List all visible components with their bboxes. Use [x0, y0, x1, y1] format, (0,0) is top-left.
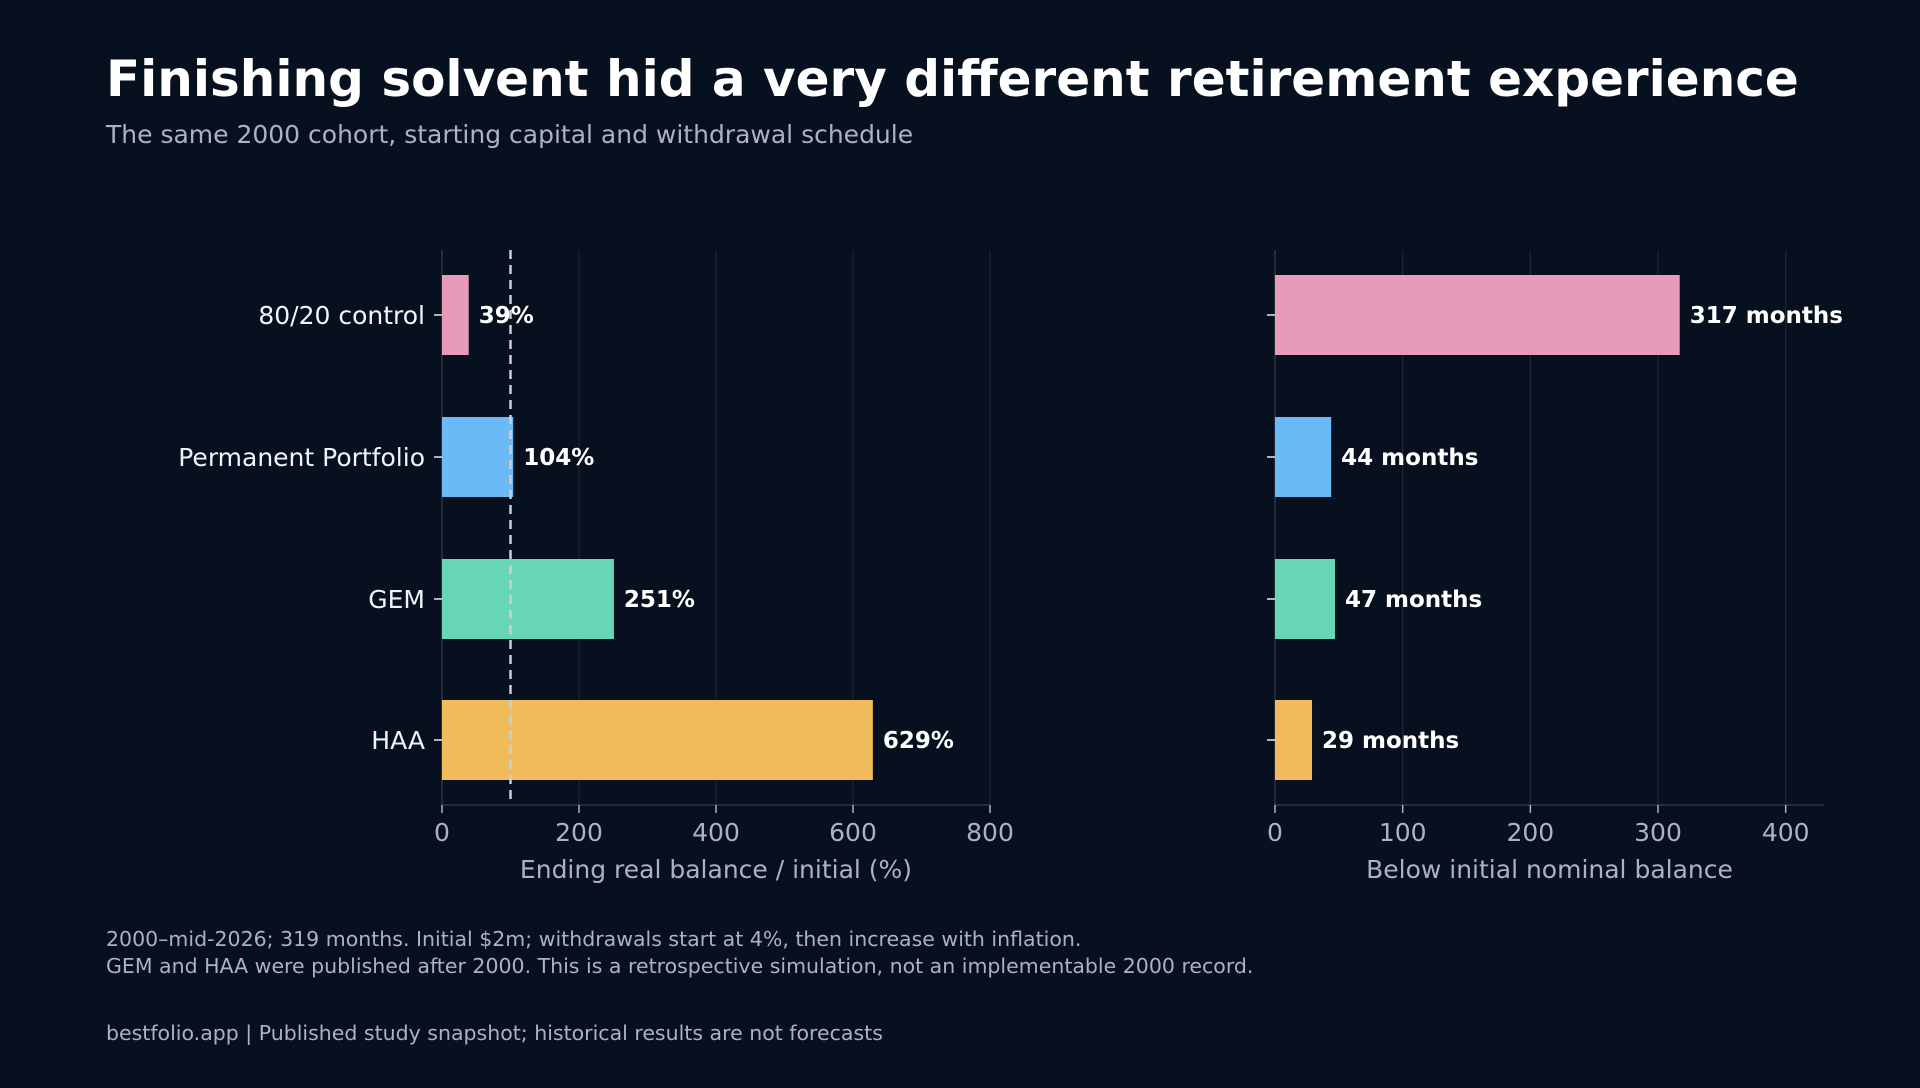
data-label-1: 39% — [479, 303, 534, 329]
data-label-3: 251% — [624, 587, 695, 613]
x-tick-label-1: 200 — [555, 818, 603, 847]
bar-3 — [1275, 559, 1336, 639]
x-tick-label-4: 800 — [966, 818, 1014, 847]
bar-2 — [442, 417, 514, 497]
bar-1 — [1275, 275, 1680, 355]
x-tick-label-3: 300 — [1634, 818, 1682, 847]
x-tick-label-0: 0 — [1267, 818, 1283, 847]
source-footer: bestfolio.app | Published study snapshot… — [106, 1021, 883, 1045]
x-tick-label-2: 400 — [692, 818, 740, 847]
category-label-3: GEM — [368, 585, 425, 614]
x-tick-label-4: 400 — [1762, 818, 1810, 847]
bar-4 — [442, 700, 873, 780]
footnote-line-2: GEM and HAA were published after 2000. T… — [106, 954, 1254, 978]
x-tick-label-2: 200 — [1506, 818, 1554, 847]
category-label-1: 80/20 control — [258, 301, 425, 330]
bar-4 — [1275, 700, 1313, 780]
data-label-2: 44 months — [1341, 445, 1478, 471]
chart-months-below: 317 months 44 months 47 months 29 months 0 10… — [1267, 250, 1843, 884]
bar-3 — [442, 559, 614, 639]
data-label-3: 47 months — [1345, 587, 1482, 613]
x-tick-label-1: 100 — [1379, 818, 1427, 847]
data-label-1: 317 months — [1690, 303, 1843, 329]
chart-ending-balance: 80/20 control 39% Permanent Portfolio 104% G… — [178, 250, 1014, 884]
page-title: Finishing solvent hid a very different r… — [106, 50, 1799, 108]
x-axis-label: Ending real balance / initial (%) — [520, 855, 912, 884]
x-axis-label: Below initial nominal balance — [1366, 855, 1733, 884]
data-label-2: 104% — [523, 445, 594, 471]
data-label-4: 629% — [883, 728, 954, 754]
page-subtitle: The same 2000 cohort, starting capital a… — [106, 120, 914, 149]
x-tick-label-3: 600 — [829, 818, 877, 847]
bar-2 — [1275, 417, 1332, 497]
category-label-2: Permanent Portfolio — [178, 443, 425, 472]
bar-1 — [442, 275, 469, 355]
footnote-line-1: 2000–mid-2026; 319 months. Initial $2m; … — [106, 927, 1082, 951]
data-label-4: 29 months — [1322, 728, 1459, 754]
category-label-4: HAA — [371, 726, 425, 755]
x-tick-label-0: 0 — [434, 818, 450, 847]
